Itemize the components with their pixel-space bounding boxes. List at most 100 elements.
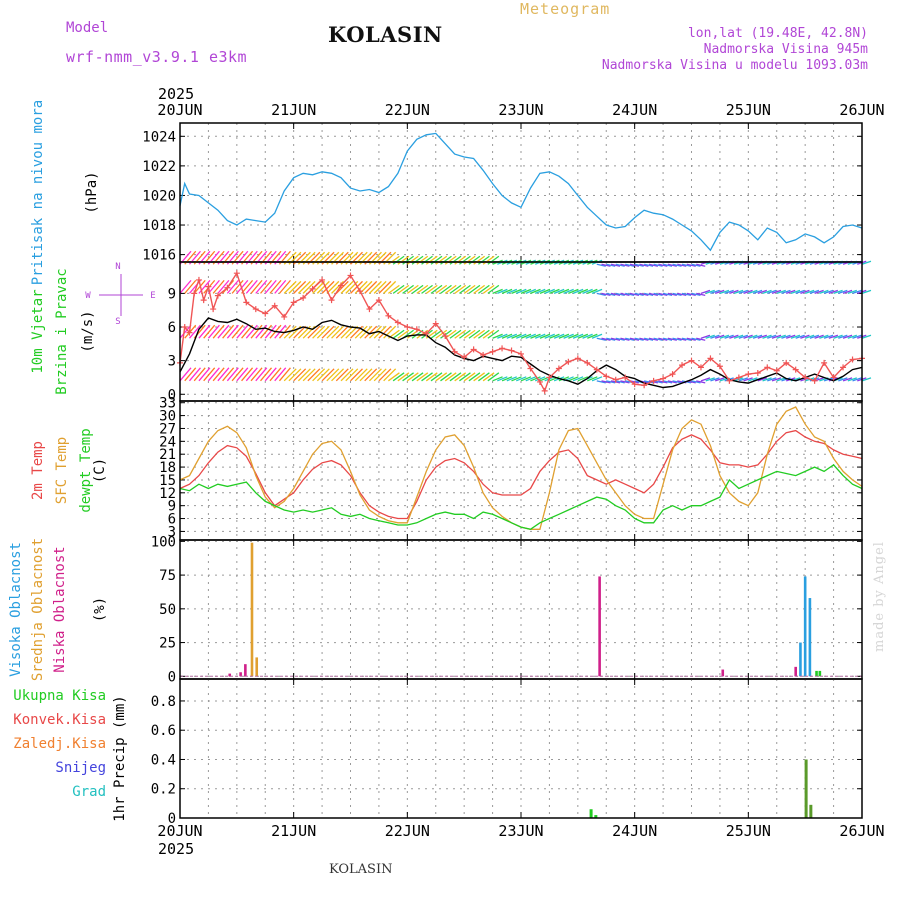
wind-barb — [795, 289, 805, 295]
panel-pressure: 1016 1018 1020 1022 1024 Pritisak na nivou mo… — [30, 100, 863, 285]
gust-marker — [735, 374, 742, 381]
wind-barb — [568, 288, 579, 294]
y-tick-label-temperature-3: 12 — [159, 486, 176, 502]
wind-barb — [397, 329, 410, 339]
wind-barb — [340, 280, 354, 294]
wind-barb — [378, 280, 392, 294]
wind-barb — [416, 284, 429, 294]
wind-barb — [217, 324, 230, 339]
gust-marker — [811, 377, 818, 384]
wind-barb — [487, 329, 500, 339]
gust-marker — [669, 371, 676, 378]
wind-barb — [767, 377, 777, 382]
wind-barb — [231, 279, 244, 294]
wind-barb — [653, 263, 663, 267]
wind-barb — [719, 289, 730, 295]
wind-barb — [553, 288, 565, 294]
wind-barb — [823, 334, 834, 339]
wind-barb — [790, 289, 801, 295]
wind-barb — [691, 337, 701, 341]
bar-ukupna — [809, 804, 813, 818]
y-tick-label-temperature-5: 18 — [159, 460, 176, 476]
wind-barb — [316, 368, 330, 382]
gust-marker — [328, 297, 335, 304]
y-tick-label-cloud-4: 100 — [151, 534, 176, 550]
wind-barb — [534, 288, 546, 294]
wind-barb — [406, 284, 419, 294]
wind-barb — [757, 377, 768, 382]
gust-marker — [792, 366, 799, 373]
wind-barb — [800, 334, 810, 339]
y-tick-label-precip-4: 0.8 — [151, 694, 176, 710]
wind-barb — [520, 376, 532, 382]
wind-barb — [771, 334, 782, 339]
wind-barb — [786, 289, 796, 295]
wind-barb — [406, 255, 419, 265]
gust-marker — [707, 355, 714, 362]
wind-barb — [662, 380, 673, 384]
wind-barb — [629, 263, 640, 267]
wind-barb — [686, 263, 696, 267]
wind-barb — [368, 280, 382, 294]
wind-barb — [421, 284, 433, 294]
wind-barb — [463, 255, 476, 265]
wind-barb — [383, 368, 397, 382]
meteogram-label: Meteogram — [520, 0, 611, 18]
gust-marker — [262, 310, 269, 317]
wind-barb — [582, 288, 593, 294]
wind-barb — [620, 292, 630, 297]
wind-barb — [444, 255, 457, 265]
bar-srednja — [250, 542, 254, 677]
wind-barb — [511, 288, 522, 294]
y-tick-label-temperature-6: 21 — [159, 447, 176, 463]
wind-barb — [264, 367, 277, 382]
wind-barb — [283, 280, 297, 294]
wind-barb — [714, 289, 725, 295]
series-line-wind-speed — [179, 317, 863, 389]
wind-barb — [421, 372, 433, 382]
wind-barb — [188, 324, 201, 339]
wind-barb — [530, 333, 541, 339]
series-line-mslp — [179, 132, 863, 252]
wind-barb — [354, 325, 368, 339]
gust-marker — [347, 272, 354, 279]
wind-barb — [634, 337, 644, 341]
wind-barb — [729, 289, 739, 295]
y-tick-label-wind-1: 3 — [168, 354, 176, 370]
wind-barb — [359, 368, 373, 382]
y-tick-label-pressure-3: 1022 — [142, 159, 176, 175]
wind-barb — [264, 279, 277, 294]
credit-label: made by Angel — [872, 541, 887, 652]
panel-frame-cloud — [179, 539, 863, 680]
wind-barb — [492, 333, 503, 339]
wind-barb — [402, 284, 414, 294]
wind-barb — [373, 280, 387, 294]
wind-barb — [596, 292, 606, 297]
wind-barb — [179, 367, 192, 382]
gust-marker — [499, 345, 506, 352]
wind-barb — [648, 337, 659, 341]
bar-visoka — [799, 642, 802, 677]
wind-barb — [724, 289, 734, 295]
bar-ukupna — [594, 815, 598, 818]
wind-barb — [596, 263, 606, 267]
wind-barb — [662, 263, 673, 267]
wind-barb — [260, 324, 273, 339]
wind-barb — [667, 292, 677, 297]
wind-barb — [738, 289, 749, 295]
wind-barb — [212, 279, 225, 294]
wind-barb — [260, 279, 273, 294]
wind-barb — [625, 292, 635, 297]
ylabel-cloud-3: (%) — [92, 597, 108, 622]
wind-barb — [667, 263, 677, 267]
wind-barb — [350, 280, 363, 294]
wind-barb — [549, 333, 560, 339]
wind-barb — [203, 367, 216, 382]
wind-barb — [762, 334, 772, 339]
wind-barb — [691, 263, 701, 267]
wind-barb — [345, 368, 359, 382]
wind-barb — [454, 255, 467, 265]
wind-barb — [293, 280, 307, 294]
wind-barb — [411, 255, 424, 265]
wind-barb — [520, 333, 532, 339]
